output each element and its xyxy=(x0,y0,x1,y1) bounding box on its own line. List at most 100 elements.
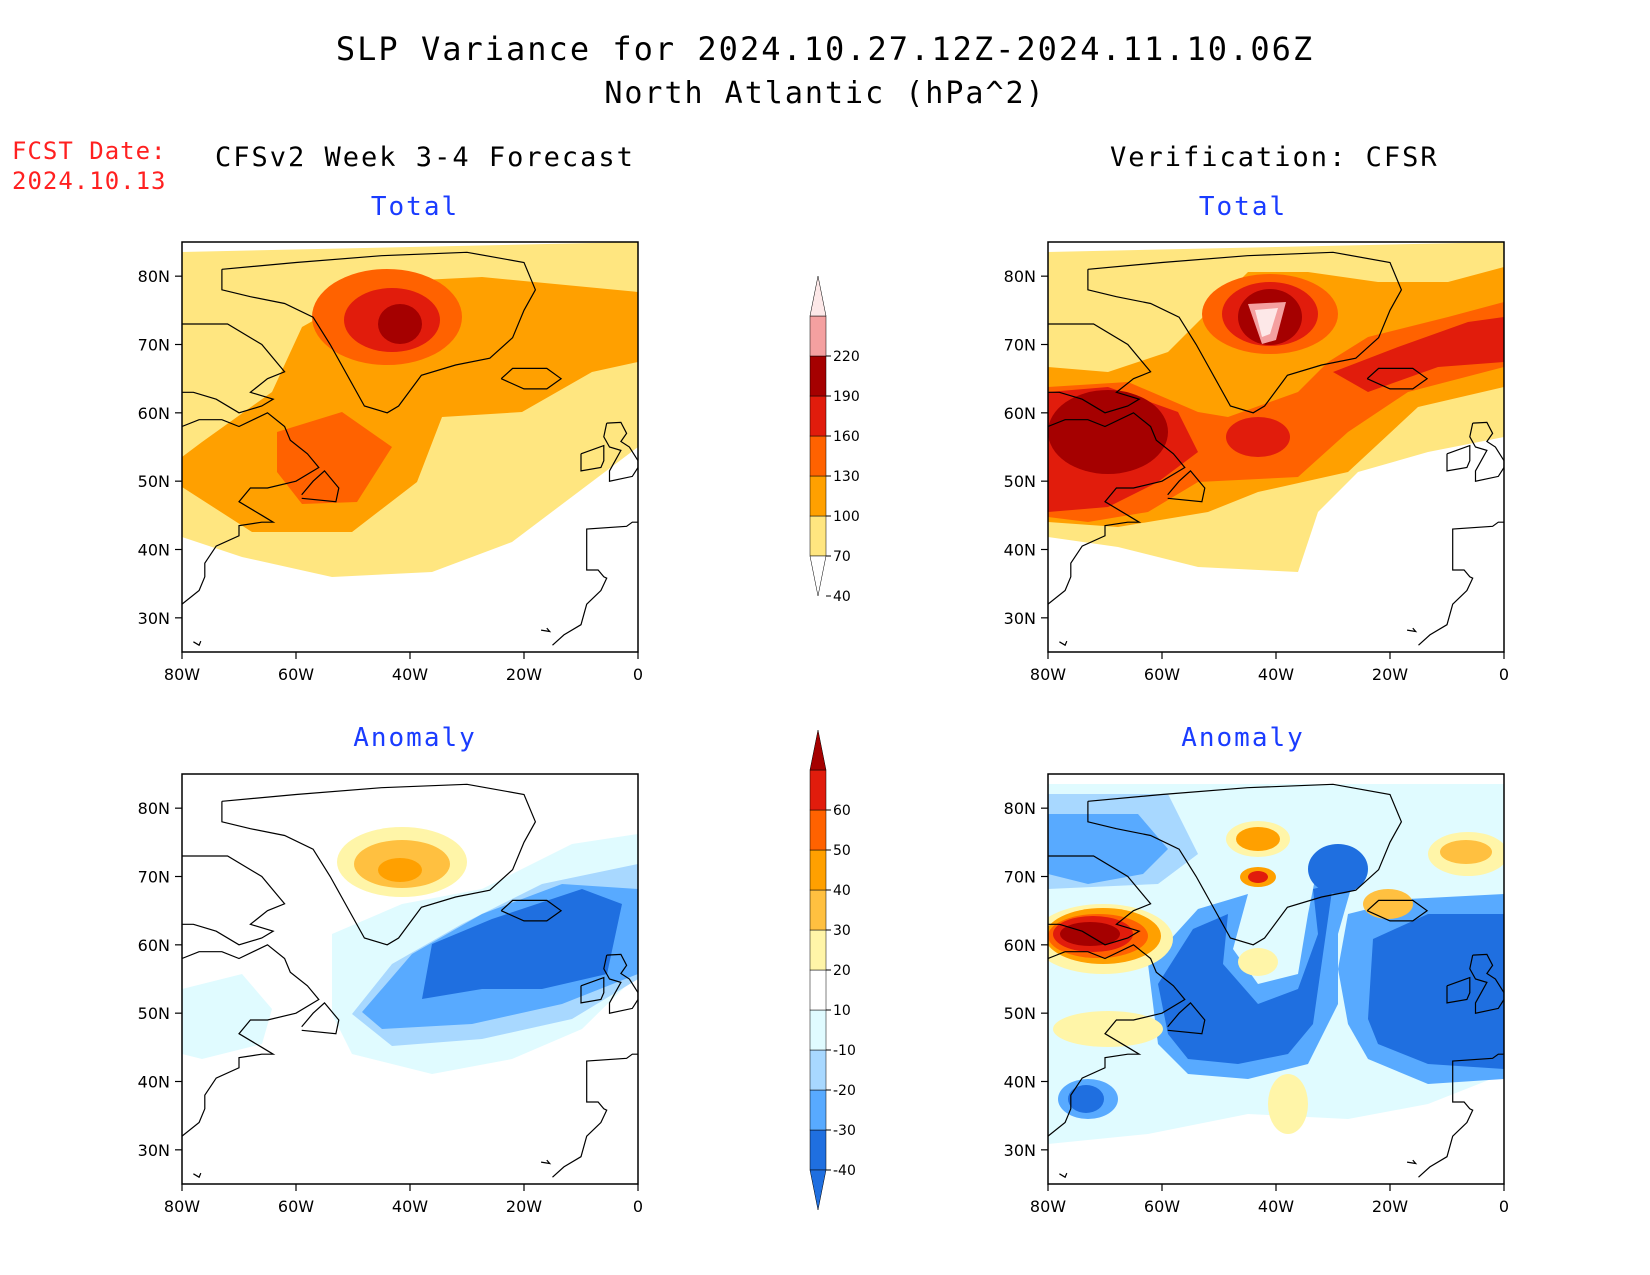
lon-tick-label: 40W xyxy=(392,1197,428,1216)
lon-tick-label: 60W xyxy=(1144,1197,1180,1216)
coastlines xyxy=(182,783,638,1179)
colorbar-segment xyxy=(809,889,827,931)
lon-tick-label: 40W xyxy=(1258,665,1294,684)
colorbar-segment xyxy=(809,809,827,851)
verification-anomaly-title: Anomaly xyxy=(1181,723,1305,753)
colorbar-segment xyxy=(809,1049,827,1091)
coastlines xyxy=(1048,251,1504,647)
anomaly-contour-30 xyxy=(1236,827,1280,851)
lat-tick-label: 40N xyxy=(138,541,170,560)
anomaly-contour-neg40 xyxy=(422,889,622,999)
anomaly-contour-20 xyxy=(1363,889,1413,919)
colorbar-label: 220 xyxy=(833,349,860,365)
lat-tick-label: 70N xyxy=(138,868,170,887)
anomaly-contour-neg40 xyxy=(1068,1085,1104,1113)
colorbar-label: 10 xyxy=(833,1003,851,1019)
lat-tick-label: 70N xyxy=(1004,336,1036,355)
coastline xyxy=(301,1002,340,1035)
colorbar-label: 70 xyxy=(833,549,851,565)
anomaly-contour-10 xyxy=(1268,1074,1308,1134)
coastline xyxy=(301,470,340,503)
coastline xyxy=(541,1159,552,1165)
lon-tick-label: 0 xyxy=(633,1197,643,1216)
contour-160 xyxy=(1048,390,1168,474)
shaded-field xyxy=(182,242,638,577)
fcst-date: FCST Date: 2024.10.13 xyxy=(12,136,167,196)
coastline xyxy=(500,899,563,922)
lon-tick-label: 20W xyxy=(1372,665,1408,684)
lon-tick-label: 80W xyxy=(1030,665,1066,684)
coastline xyxy=(1469,421,1504,482)
lon-tick-label: 60W xyxy=(278,665,314,684)
lat-tick-label: 50N xyxy=(1004,472,1036,491)
lat-tick-label: 30N xyxy=(1004,609,1036,628)
coastline xyxy=(552,1053,638,1178)
anomaly-contour-neg10 xyxy=(182,974,272,1059)
lon-tick-label: 0 xyxy=(633,665,643,684)
colorbar-segment xyxy=(809,315,827,357)
colorbar-label: 100 xyxy=(833,509,860,525)
contour-160 xyxy=(378,304,422,344)
colorbar-segment xyxy=(809,355,827,397)
coastline xyxy=(500,367,563,390)
anomaly-contour-10 xyxy=(1238,948,1278,976)
colorbar-segment xyxy=(809,395,827,437)
lat-tick-label: 40N xyxy=(1004,541,1036,560)
lat-tick-label: 60N xyxy=(138,404,170,423)
coastline xyxy=(1407,627,1418,633)
anomaly-contour-50 xyxy=(1248,871,1268,883)
lat-tick-label: 30N xyxy=(1004,1141,1036,1160)
anomaly-contour-neg30 xyxy=(1048,814,1168,884)
fcst-date-label: FCST Date: xyxy=(12,137,167,165)
lat-tick-label: 30N xyxy=(138,1141,170,1160)
colorbar-segment xyxy=(809,1089,827,1131)
shaded-field xyxy=(182,827,638,1074)
coastline xyxy=(1418,521,1504,646)
colorbar-label: 160 xyxy=(833,429,860,445)
colorbar-bottom-arrow xyxy=(809,1169,827,1211)
colorbar-label: -40 xyxy=(833,1163,856,1179)
lat-tick-label: 30N xyxy=(138,609,170,628)
forecast-anomaly-title: Anomaly xyxy=(353,723,477,753)
colorbar-label: -10 xyxy=(833,1043,856,1059)
colorbar-segment xyxy=(809,515,827,557)
lat-tick-label: 80N xyxy=(138,267,170,286)
lon-tick-label: 60W xyxy=(1144,665,1180,684)
lat-tick-label: 70N xyxy=(138,336,170,355)
colorbar-segment xyxy=(809,769,827,811)
lat-tick-label: 40N xyxy=(1004,1073,1036,1092)
coastlines xyxy=(182,251,638,647)
coastline xyxy=(1087,251,1403,414)
anomaly-contour-neg40 xyxy=(1368,914,1504,1069)
colorbar-label: 40 xyxy=(833,883,851,899)
coastline xyxy=(1167,1002,1206,1035)
lon-tick-label: 0 xyxy=(1499,665,1509,684)
fcst-date-value: 2024.10.13 xyxy=(12,167,167,195)
lat-tick-label: 50N xyxy=(138,472,170,491)
coastline xyxy=(1446,444,1471,472)
shaded-field xyxy=(1048,784,1504,1144)
colorbar-top-arrow xyxy=(809,275,827,317)
map-panel-C: 80W 60W 40W 20W 0 80N 70N 60N 50N 40N 30N xyxy=(138,773,643,1216)
colorbar-segment xyxy=(809,475,827,517)
anomaly-contour-neg40 xyxy=(1158,884,1333,1064)
coastline xyxy=(182,855,286,946)
colorbar-anomaly: 60 50 40 30 20 10 -10 -20 -30 -40 xyxy=(809,729,856,1211)
colorbar-label: 40 xyxy=(833,589,851,605)
lat-tick-label: 60N xyxy=(1004,936,1036,955)
lon-tick-label: 80W xyxy=(164,1197,200,1216)
lon-tick-label: 20W xyxy=(506,1197,542,1216)
coastline xyxy=(193,640,202,647)
coastline xyxy=(580,976,605,1004)
coastline xyxy=(1366,899,1429,922)
colorbar-label: -30 xyxy=(833,1123,856,1139)
colorbar-top-arrow xyxy=(809,729,827,771)
colorbar-segment xyxy=(809,1009,827,1051)
coastline xyxy=(1366,367,1429,390)
contour-100 xyxy=(277,412,392,504)
lon-tick-label: 80W xyxy=(1030,1197,1066,1216)
anomaly-contour-20 xyxy=(1440,840,1492,864)
colorbar-total: 220 190 160 130 100 70 40 xyxy=(809,275,860,605)
lon-tick-label: 80W xyxy=(164,665,200,684)
lat-tick-label: 70N xyxy=(1004,868,1036,887)
